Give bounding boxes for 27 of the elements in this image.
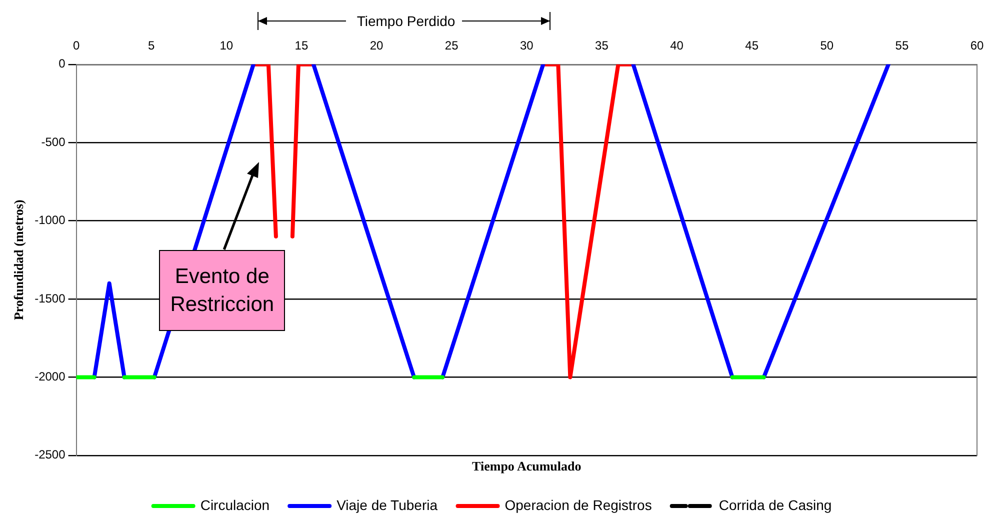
x-tick-label: 25 bbox=[444, 38, 459, 53]
x-tick-label: 5 bbox=[148, 38, 156, 53]
x-tick-label: 35 bbox=[595, 38, 609, 53]
legend-label: Circulacion bbox=[200, 496, 270, 513]
legend-label: Operacion de Registros bbox=[504, 496, 652, 513]
x-tick-label: 30 bbox=[520, 38, 534, 53]
y-tick-label: -1500 bbox=[34, 291, 66, 306]
y-axis-title: Profundidad (metros) bbox=[11, 200, 26, 320]
legend-label: Corrida de Casing bbox=[718, 496, 832, 513]
x-tick-label: 20 bbox=[370, 38, 384, 53]
x-tick-label: 40 bbox=[670, 38, 684, 53]
y-tick-label: -2000 bbox=[34, 370, 66, 384]
text: Tiempo Perdido bbox=[356, 12, 456, 31]
y-tick-label: -500 bbox=[41, 134, 66, 149]
x-tick-label: 55 bbox=[895, 38, 909, 53]
legend-label: Viaje de Tuberia bbox=[336, 496, 438, 513]
x-tick-label: 15 bbox=[294, 38, 308, 53]
x-tick-label: 10 bbox=[220, 38, 234, 53]
y-tick-label: -2500 bbox=[34, 448, 66, 462]
y-tick-label: 0 bbox=[58, 56, 66, 71]
x-tick-label: 45 bbox=[745, 38, 759, 53]
x-axis-title: Tiempo Acumulado bbox=[472, 458, 582, 474]
x-tick-label: 50 bbox=[820, 38, 834, 53]
y-tick-label: -1000 bbox=[34, 213, 66, 228]
x-tick-label: 60 bbox=[970, 38, 984, 53]
annotation: Evento de Restriccion bbox=[159, 250, 286, 332]
x-tick-label: 0 bbox=[72, 38, 80, 53]
